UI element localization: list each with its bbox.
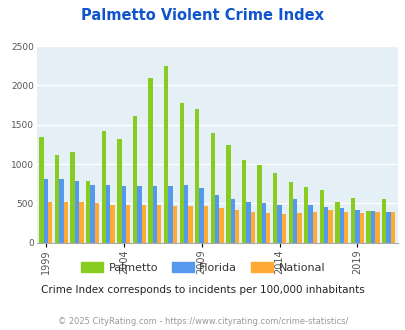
- Bar: [230, 199, 234, 243]
- Bar: [219, 208, 223, 243]
- Bar: [59, 179, 64, 243]
- Bar: [48, 203, 52, 243]
- Bar: [234, 210, 239, 243]
- Bar: [226, 145, 230, 243]
- Bar: [281, 214, 286, 243]
- Text: © 2025 CityRating.com - https://www.cityrating.com/crime-statistics/: © 2025 CityRating.com - https://www.city…: [58, 317, 347, 326]
- Bar: [250, 212, 254, 243]
- Bar: [64, 203, 68, 243]
- Bar: [132, 116, 137, 243]
- Bar: [354, 210, 359, 243]
- Bar: [288, 182, 292, 243]
- Text: Palmetto Violent Crime Index: Palmetto Violent Crime Index: [81, 8, 324, 23]
- Bar: [86, 181, 90, 243]
- Bar: [121, 186, 126, 243]
- Bar: [203, 207, 208, 243]
- Bar: [257, 165, 261, 243]
- Bar: [343, 212, 347, 243]
- Bar: [137, 186, 141, 243]
- Bar: [312, 212, 316, 243]
- Bar: [261, 203, 265, 243]
- Bar: [79, 203, 83, 243]
- Bar: [44, 179, 48, 243]
- Bar: [101, 131, 106, 243]
- Bar: [168, 186, 172, 243]
- Bar: [374, 212, 379, 243]
- Bar: [141, 205, 145, 243]
- Bar: [319, 190, 323, 243]
- Bar: [179, 103, 183, 243]
- Bar: [90, 185, 94, 243]
- Legend: Palmetto, Florida, National: Palmetto, Florida, National: [76, 258, 329, 278]
- Bar: [381, 199, 386, 243]
- Bar: [152, 186, 157, 243]
- Bar: [296, 213, 301, 243]
- Bar: [106, 185, 110, 243]
- Bar: [55, 154, 59, 243]
- Bar: [172, 206, 177, 243]
- Bar: [359, 214, 363, 243]
- Bar: [126, 205, 130, 243]
- Bar: [94, 203, 99, 243]
- Bar: [157, 205, 161, 243]
- Bar: [75, 181, 79, 243]
- Bar: [370, 211, 374, 243]
- Bar: [292, 199, 296, 243]
- Bar: [323, 207, 328, 243]
- Bar: [164, 66, 168, 243]
- Bar: [350, 198, 354, 243]
- Bar: [339, 208, 343, 243]
- Bar: [328, 210, 332, 243]
- Bar: [117, 139, 121, 243]
- Bar: [308, 205, 312, 243]
- Bar: [199, 187, 203, 243]
- Bar: [335, 202, 339, 243]
- Bar: [195, 109, 199, 243]
- Bar: [265, 213, 270, 243]
- Bar: [215, 195, 219, 243]
- Bar: [241, 160, 245, 243]
- Bar: [386, 212, 390, 243]
- Bar: [39, 137, 44, 243]
- Bar: [110, 205, 115, 243]
- Bar: [303, 187, 308, 243]
- Bar: [272, 174, 277, 243]
- Bar: [245, 202, 250, 243]
- Bar: [183, 185, 188, 243]
- Text: Crime Index corresponds to incidents per 100,000 inhabitants: Crime Index corresponds to incidents per…: [41, 285, 364, 295]
- Bar: [70, 152, 75, 243]
- Bar: [366, 211, 370, 243]
- Bar: [210, 133, 215, 243]
- Bar: [188, 206, 192, 243]
- Bar: [148, 79, 152, 243]
- Bar: [390, 212, 394, 243]
- Bar: [277, 205, 281, 243]
